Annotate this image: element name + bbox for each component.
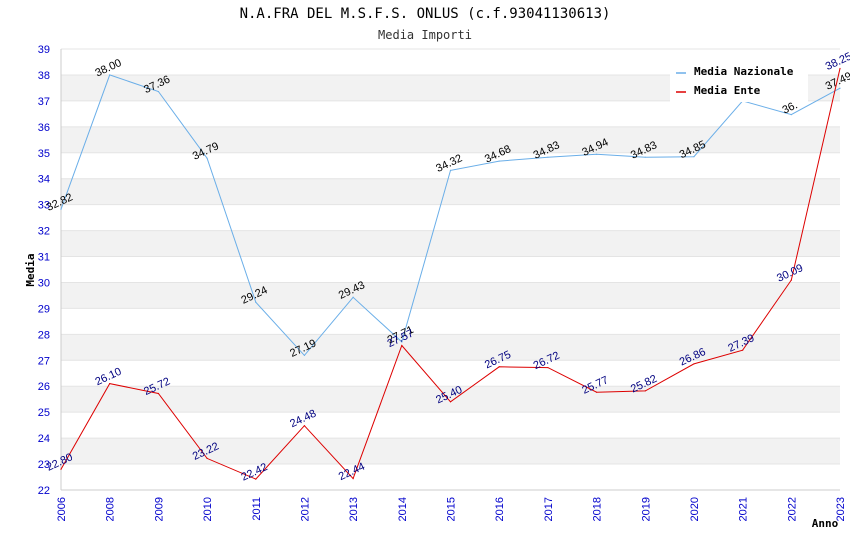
data-label: 36.	[781, 99, 800, 116]
x-tick-label: 2018	[592, 497, 604, 521]
x-tick-label: 2022	[786, 497, 798, 521]
x-tick-label: 2015	[446, 497, 458, 521]
y-tick-label: 39	[38, 44, 50, 56]
y-tick-label: 36	[38, 122, 50, 134]
data-point	[693, 363, 695, 365]
data-point	[352, 296, 354, 298]
x-tick-label: 2020	[689, 497, 701, 521]
x-tick-label: 2010	[202, 497, 214, 521]
y-tick-label: 28	[38, 329, 50, 341]
y-tick-label: 24	[38, 433, 50, 445]
data-label: 34.32	[434, 152, 464, 175]
grid-band	[61, 230, 840, 257]
data-point	[401, 341, 403, 343]
data-label: 22.80	[45, 451, 75, 474]
x-tick-labels: 2006 2008 2009 2010 2011 2012 2013 2014 2015 2016…	[56, 497, 847, 521]
data-point	[157, 392, 159, 395]
data-point	[206, 457, 208, 459]
grid-band	[61, 178, 840, 205]
grid-band	[61, 386, 840, 413]
grid-bands	[61, 74, 840, 465]
data-point	[790, 114, 792, 116]
data-point	[109, 383, 111, 385]
y-tick-labels: 22 23 24 25 26 27 28 29 30 31 32 33 34 35 36 37 38 39	[38, 44, 50, 497]
y-tick-label: 35	[38, 148, 50, 160]
y-tick-label: 25	[38, 407, 50, 419]
y-axis-label: Media	[24, 253, 37, 286]
data-point	[644, 156, 646, 158]
data-point	[547, 366, 549, 369]
data-point	[157, 90, 159, 93]
data-point	[449, 401, 452, 403]
data-point	[693, 156, 695, 158]
x-tick-label: 2014	[397, 497, 409, 521]
x-tick-label: 2011	[251, 497, 263, 521]
data-point	[206, 157, 208, 159]
series-line-nazionale	[60, 74, 841, 357]
grid-band	[61, 126, 840, 153]
data-point	[60, 208, 62, 210]
data-point	[644, 390, 646, 392]
grid-lines	[61, 48, 840, 491]
chart-subtitle: Media Importi	[378, 28, 472, 42]
y-tick-label: 31	[38, 252, 50, 264]
data-point	[498, 160, 500, 162]
data-point	[401, 344, 403, 347]
grid-band	[61, 282, 840, 309]
y-tick-label: 23	[38, 459, 50, 471]
legend: Media Nazionale Media Ente	[670, 60, 808, 102]
data-point	[303, 425, 306, 427]
x-tick-label: 2012	[299, 497, 311, 521]
data-point	[742, 349, 744, 351]
x-tick-label: 2019	[640, 497, 652, 521]
series-group	[60, 67, 841, 480]
data-point	[109, 74, 111, 76]
y-tick-label: 37	[38, 96, 50, 108]
legend-label-ente: Media Ente	[694, 84, 761, 97]
y-tick-label: 33	[38, 200, 50, 212]
x-tick-label: 2021	[738, 497, 750, 521]
x-tick-label: 2013	[348, 497, 360, 521]
y-tick-label: 29	[38, 303, 50, 315]
y-tick-label: 26	[38, 381, 50, 393]
legend-label-nazionale: Media Nazionale	[694, 65, 794, 78]
data-point	[790, 279, 792, 281]
data-point	[303, 354, 306, 356]
data-point	[839, 67, 841, 70]
grid-band	[61, 334, 840, 361]
data-point	[498, 366, 500, 368]
data-label: 32.82	[45, 191, 75, 214]
chart-title: N.A.FRA DEL M.S.F.S. ONLUS (c.f.93041130…	[240, 6, 611, 22]
y-tick-label: 30	[38, 277, 50, 289]
grid-band	[61, 438, 840, 465]
data-labels: 32.8238.0037.3634.7929.2427.1929.4327.71…	[45, 50, 850, 483]
x-axis-label: Anno	[812, 517, 839, 530]
data-point	[60, 468, 62, 470]
data-point	[255, 478, 257, 480]
data-point	[352, 477, 354, 480]
data-point	[547, 156, 549, 158]
y-tick-label: 27	[38, 355, 50, 367]
x-tick-label: 2008	[105, 497, 117, 521]
x-tick-label: 2016	[494, 497, 506, 521]
x-tick-label: 2023	[835, 497, 847, 521]
x-tick-label: 2006	[56, 497, 68, 521]
data-point	[595, 153, 598, 155]
data-point	[839, 87, 841, 89]
y-tick-label: 22	[38, 485, 50, 497]
data-point	[449, 169, 452, 172]
legend-box	[670, 60, 808, 102]
y-tick-label: 32	[38, 226, 50, 238]
data-label: 26.10	[93, 366, 123, 389]
data-point	[255, 301, 257, 303]
x-tick-label: 2009	[153, 497, 165, 521]
y-tick-label: 34	[38, 174, 50, 186]
data-label: 38.25	[824, 50, 850, 73]
x-tick-label: 2017	[543, 497, 555, 521]
data-point	[595, 391, 598, 393]
y-tick-label: 38	[38, 70, 50, 82]
